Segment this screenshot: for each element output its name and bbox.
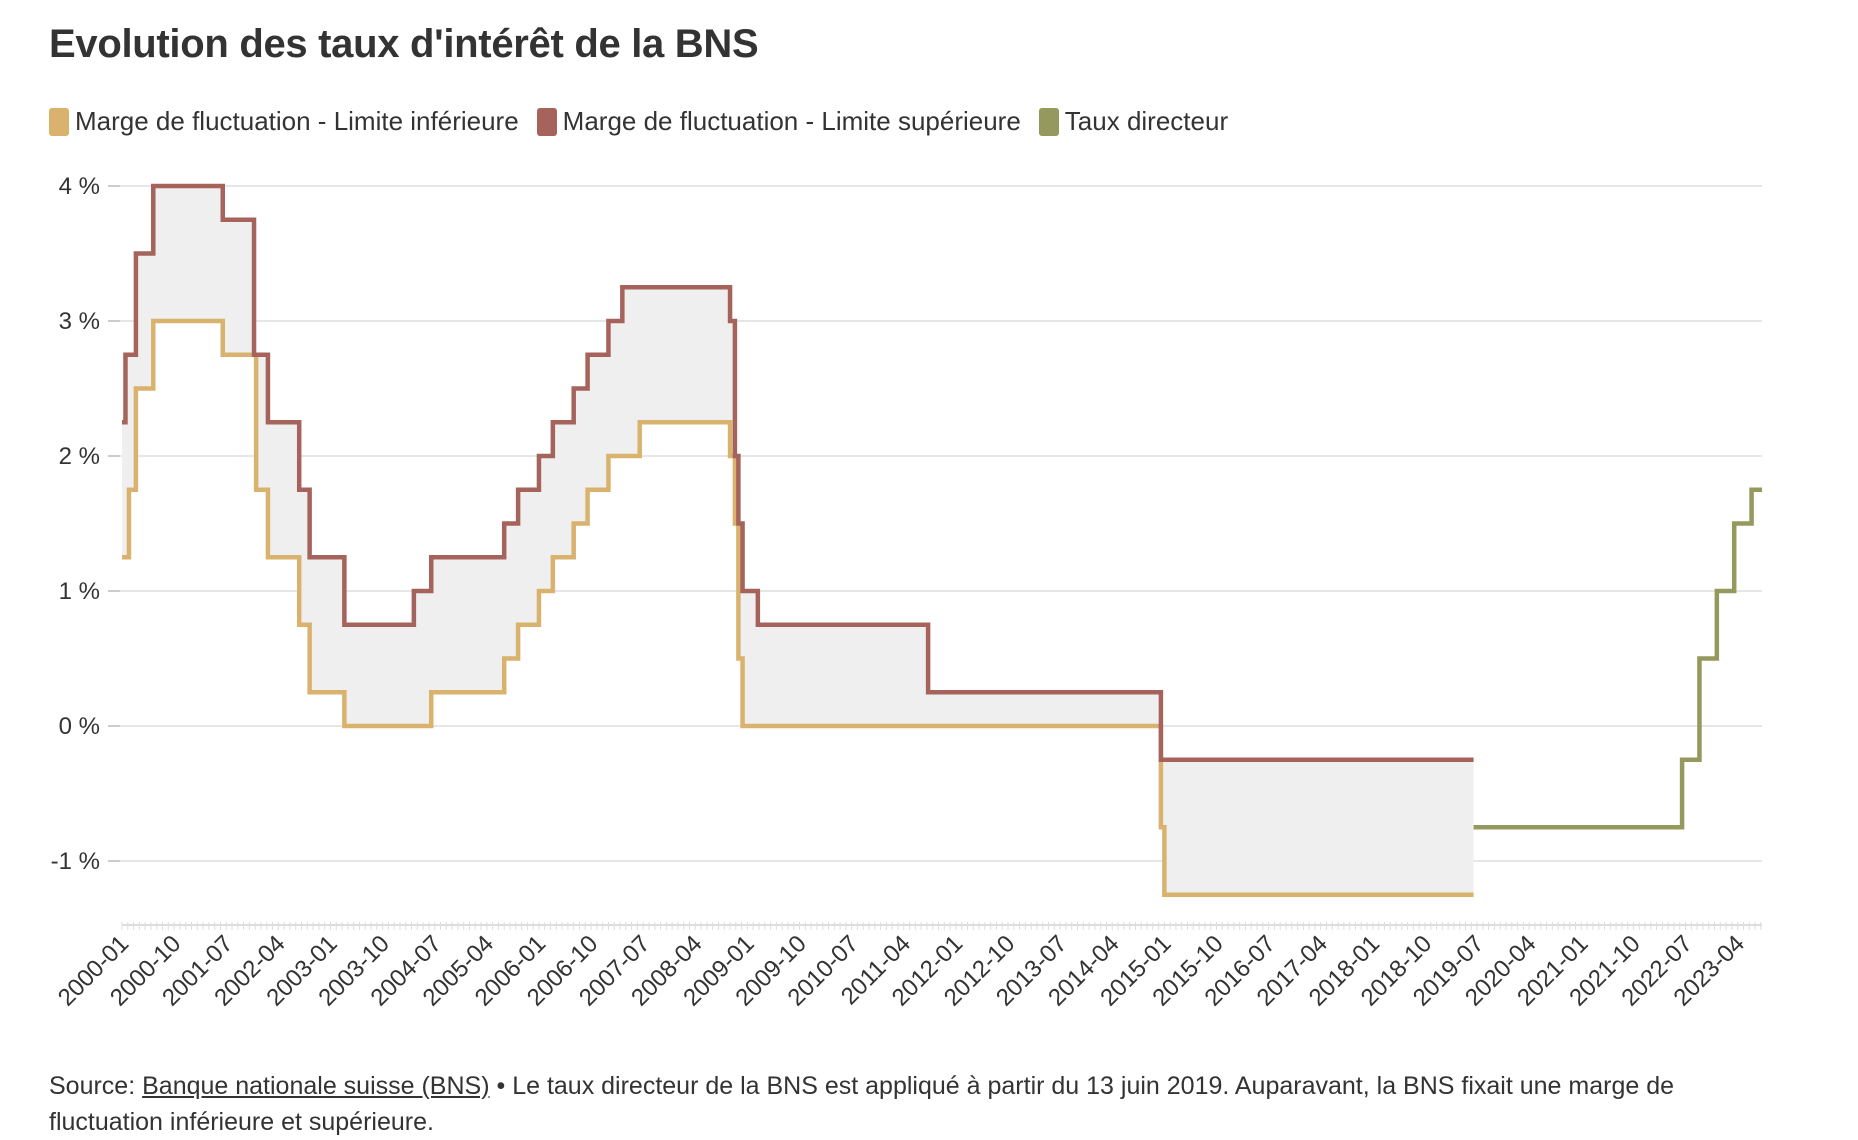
y-tick-label: 2 % bbox=[59, 443, 100, 470]
y-tick-label: 1 % bbox=[59, 578, 100, 605]
chart-plot: 4 %3 %2 %1 %0 %-1 %2000-012000-102001-07… bbox=[51, 173, 1762, 1012]
series-line-policy-rate bbox=[1473, 487, 1762, 830]
source-prefix: Source: bbox=[49, 1072, 143, 1100]
legend-label-policy-rate: Taux directeur bbox=[1064, 106, 1229, 136]
fluctuation-band bbox=[122, 186, 1474, 895]
source-link[interactable]: Banque nationale suisse (BNS) bbox=[142, 1072, 490, 1100]
y-tick-label: -1 % bbox=[51, 848, 100, 875]
y-tick-label: 4 % bbox=[59, 173, 100, 200]
legend-item-policy-rate[interactable]: Taux directeur bbox=[1038, 106, 1229, 137]
y-tick-label: 0 % bbox=[59, 713, 100, 740]
chart-title: Evolution des taux d'intérêt de la BNS bbox=[49, 22, 759, 66]
legend-item-lower-limit[interactable]: Marge de fluctuation - Limite inférieure bbox=[49, 106, 519, 137]
legend: Marge de fluctuation - Limite inférieure… bbox=[49, 106, 1246, 137]
legend-item-upper-limit[interactable]: Marge de fluctuation - Limite supérieure bbox=[536, 106, 1021, 137]
legend-swatch-lower-limit bbox=[49, 107, 69, 136]
series-line-upper-limit bbox=[122, 183, 1474, 762]
source-note-text: • Le taux directeur de la BNS est appliq… bbox=[49, 1072, 1675, 1136]
legend-label-upper-limit: Marge de fluctuation - Limite supérieure bbox=[562, 106, 1021, 136]
legend-label-lower-limit: Marge de fluctuation - Limite inférieure bbox=[75, 106, 519, 136]
y-tick-label: 3 % bbox=[59, 308, 100, 335]
legend-swatch-upper-limit bbox=[536, 107, 557, 136]
legend-swatch-policy-rate bbox=[1038, 107, 1059, 136]
source-note: Source: Banque nationale suisse (BNS) • … bbox=[49, 1068, 1749, 1140]
